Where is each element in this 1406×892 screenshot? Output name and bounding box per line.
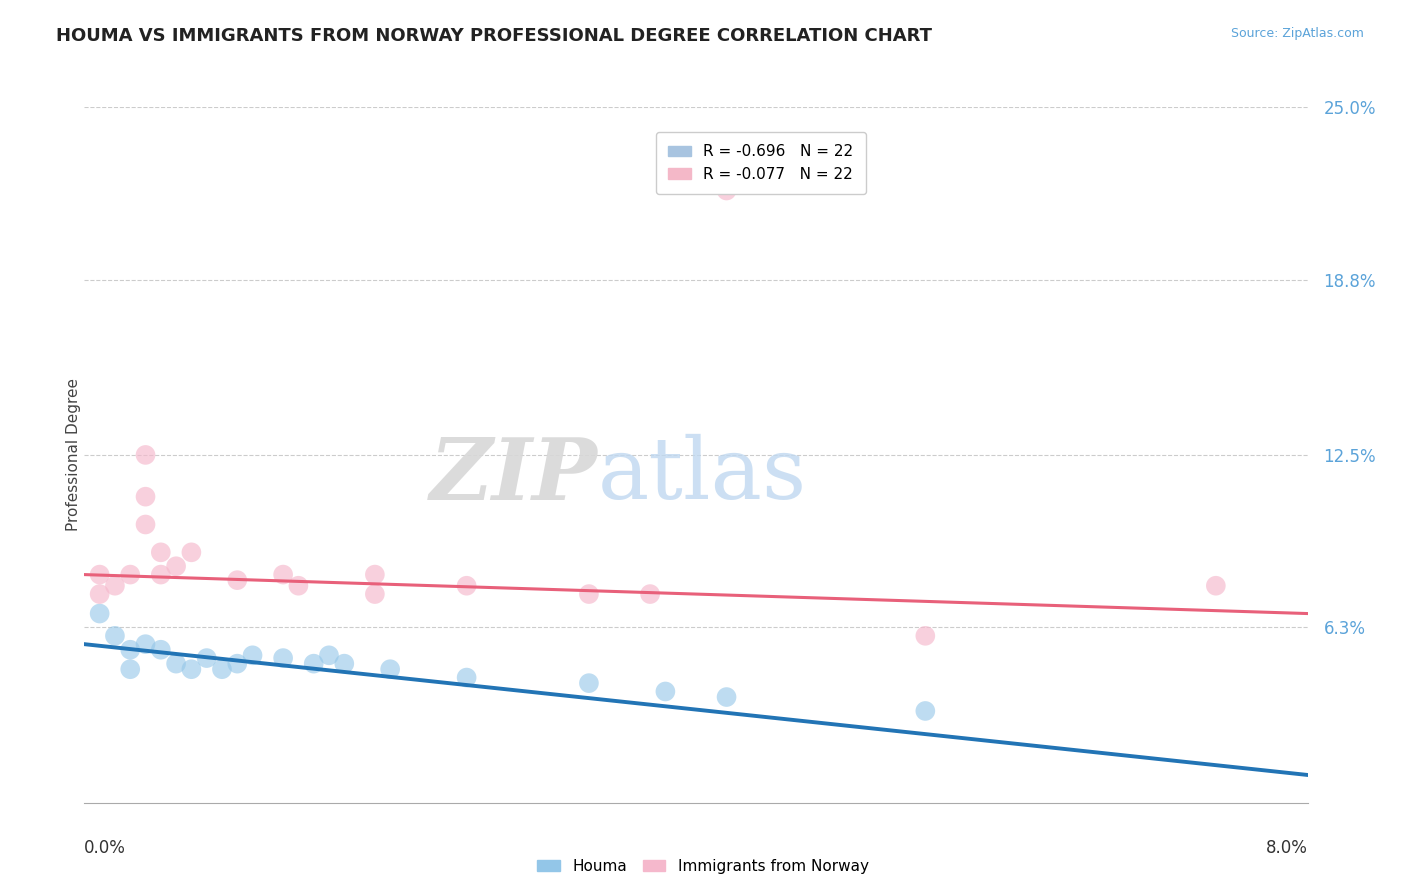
Point xyxy=(120,642,142,657)
Point xyxy=(578,676,600,690)
Legend: R = -0.696   N = 22, R = -0.077   N = 22: R = -0.696 N = 22, R = -0.077 N = 22 xyxy=(657,132,866,194)
Point xyxy=(716,690,738,704)
Point xyxy=(135,517,157,532)
Point xyxy=(89,587,111,601)
Point xyxy=(242,648,264,663)
Point xyxy=(654,684,676,698)
Point xyxy=(380,662,402,676)
Point xyxy=(271,567,294,582)
Point xyxy=(211,662,233,676)
Point xyxy=(165,657,187,671)
Text: atlas: atlas xyxy=(598,434,807,517)
Text: 8.0%: 8.0% xyxy=(1265,839,1308,857)
Point xyxy=(104,629,127,643)
Point xyxy=(456,671,478,685)
Text: Source: ZipAtlas.com: Source: ZipAtlas.com xyxy=(1230,27,1364,40)
Point xyxy=(135,448,157,462)
Text: 0.0%: 0.0% xyxy=(84,839,127,857)
Point xyxy=(271,651,294,665)
Point xyxy=(135,490,157,504)
Point xyxy=(716,184,738,198)
Point xyxy=(318,648,340,663)
Point xyxy=(914,629,936,643)
Point xyxy=(364,567,387,582)
Point xyxy=(149,545,172,559)
Text: ZIP: ZIP xyxy=(430,434,598,517)
Point xyxy=(120,662,142,676)
Point xyxy=(578,587,600,601)
Point xyxy=(180,545,202,559)
Point xyxy=(456,579,478,593)
Point xyxy=(914,704,936,718)
Point xyxy=(364,587,387,601)
Y-axis label: Professional Degree: Professional Degree xyxy=(66,378,80,532)
Point xyxy=(287,579,309,593)
Point xyxy=(149,567,172,582)
Point xyxy=(302,657,325,671)
Point xyxy=(195,651,218,665)
Point xyxy=(89,567,111,582)
Point xyxy=(180,662,202,676)
Point xyxy=(1205,579,1227,593)
Point xyxy=(165,559,187,574)
Point xyxy=(333,657,356,671)
Text: HOUMA VS IMMIGRANTS FROM NORWAY PROFESSIONAL DEGREE CORRELATION CHART: HOUMA VS IMMIGRANTS FROM NORWAY PROFESSI… xyxy=(56,27,932,45)
Point xyxy=(149,642,172,657)
Point xyxy=(104,579,127,593)
Legend: Houma, Immigrants from Norway: Houma, Immigrants from Norway xyxy=(531,853,875,880)
Point xyxy=(89,607,111,621)
Point xyxy=(226,573,249,587)
Point xyxy=(638,587,661,601)
Point xyxy=(226,657,249,671)
Point xyxy=(135,637,157,651)
Point xyxy=(120,567,142,582)
